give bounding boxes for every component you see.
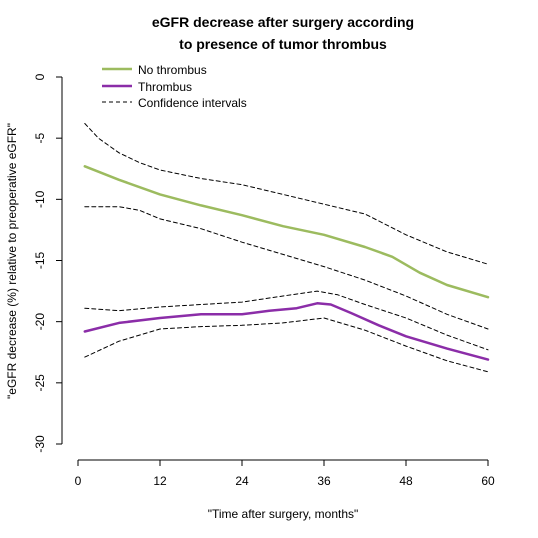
y-tick-label: -10: [33, 190, 47, 208]
x-tick-label: 24: [235, 474, 249, 488]
series-line-confidence-intervals: [84, 317, 489, 373]
legend: No thrombus Thrombus Confidence interval…: [102, 63, 247, 110]
x-tick-label: 0: [75, 474, 82, 488]
x-tick-label: 48: [399, 474, 413, 488]
x-tick-label: 36: [317, 474, 331, 488]
y-tick-label: -25: [33, 374, 47, 392]
y-tick-label: -20: [33, 313, 47, 331]
chart-title-line-1: eGFR decrease after surgery according: [152, 14, 414, 30]
x-axis-label: "Time after surgery, months": [208, 507, 359, 521]
chart-title-line-2: to presence of tumor thrombus: [179, 36, 387, 52]
legend-label-no-thrombus: No thrombus: [138, 63, 207, 77]
x-axis: 0 12 24 36 48 60: [75, 459, 495, 488]
series-line-no-thrombus: [83, 165, 490, 299]
legend-label-confidence-intervals: Confidence intervals: [138, 96, 247, 110]
x-tick-label: 12: [153, 474, 167, 488]
series-layer: [83, 123, 490, 373]
legend-label-thrombus: Thrombus: [138, 80, 192, 94]
y-axis-label: "eGFR decrease (%) relative to preoperat…: [5, 123, 19, 399]
y-axis: 0 -5 -10 -15 -20 -25 -30: [33, 73, 63, 453]
series-line-thrombus: [83, 302, 490, 361]
y-tick-label: 0: [33, 73, 47, 80]
x-tick-label: 60: [481, 474, 495, 488]
series-line-confidence-intervals: [84, 123, 489, 265]
y-tick-label: -15: [33, 252, 47, 270]
y-tick-label: -30: [33, 435, 47, 453]
y-tick-label: -5: [33, 133, 47, 144]
series-line-confidence-intervals: [84, 206, 489, 330]
